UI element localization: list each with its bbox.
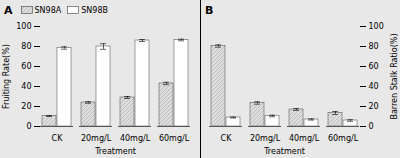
svg-text:20: 20 — [369, 102, 379, 111]
svg-text:80: 80 — [369, 42, 379, 51]
svg-text:60mg/L: 60mg/L — [328, 134, 359, 143]
svg-text:0: 0 — [26, 122, 31, 131]
svg-text:CK: CK — [52, 134, 64, 143]
svg-text:60mg/L: 60mg/L — [159, 134, 190, 143]
svg-text:100: 100 — [369, 22, 384, 31]
html-text:B: B — [205, 3, 214, 17]
svg-text:100: 100 — [16, 22, 31, 31]
svg-text:Barren Stalk Ratio(%): Barren Stalk Ratio(%) — [390, 33, 399, 119]
svg-text:Fruiting Rate(%): Fruiting Rate(%) — [2, 44, 11, 109]
html-text:SN98B: SN98B — [81, 5, 108, 15]
svg-text:20mg/L: 20mg/L — [81, 134, 112, 143]
svg-text:60: 60 — [21, 62, 31, 71]
svg-text:0: 0 — [369, 122, 374, 131]
svg-text:40: 40 — [21, 82, 31, 91]
svg-text:40mg/L: 40mg/L — [289, 134, 320, 143]
svg-text:20: 20 — [21, 102, 31, 111]
html-text:SN98A: SN98A — [34, 5, 62, 15]
svg-text:Treatment: Treatment — [94, 147, 136, 156]
html-text:A: A — [4, 3, 13, 17]
svg-text:CK: CK — [221, 134, 233, 143]
svg-text:40: 40 — [369, 82, 379, 91]
svg-text:20mg/L: 20mg/L — [250, 134, 281, 143]
svg-text:40mg/L: 40mg/L — [120, 134, 151, 143]
svg-text:Treatment: Treatment — [263, 147, 305, 156]
svg-text:60: 60 — [369, 62, 379, 71]
svg-text:80: 80 — [21, 42, 31, 51]
